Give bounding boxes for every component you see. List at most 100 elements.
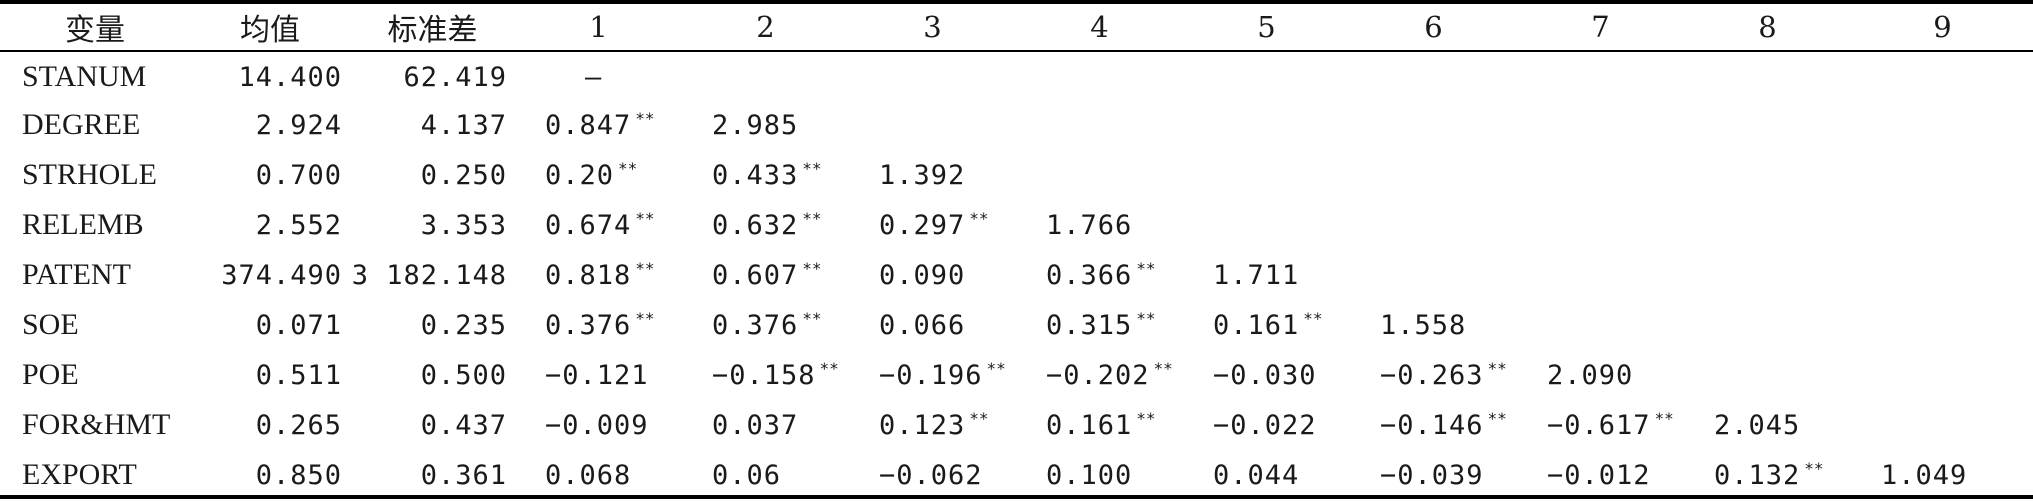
empty-cell [1016, 100, 1183, 150]
correlation-value: 1.558 [1380, 309, 1467, 341]
mean-value: 374.490 [221, 259, 342, 291]
significance-mark: ** [635, 209, 655, 228]
significance-mark: ** [819, 359, 839, 378]
significance-mark: ** [802, 309, 822, 328]
sd-value: 3.353 [420, 209, 507, 241]
column-header: 8 [1758, 10, 1777, 44]
correlation-table: 变量 均值 标准差 1 2 3 4 5 6 7 8 9 STANUM 14.400 62.419 — DEGR… [0, 4, 2033, 500]
mean-value: 0.071 [255, 309, 342, 341]
correlation-value: 1.392 [879, 159, 966, 191]
correlation-value: −0.121 [545, 359, 649, 391]
significance-mark: ** [1487, 359, 1507, 378]
significance-mark: ** [969, 409, 989, 428]
significance-mark: ** [635, 309, 655, 328]
correlation-cell: 2.090 [1517, 350, 1684, 400]
correlation-value: 0.132 [1714, 460, 1801, 491]
variable-name: RELEMB [22, 208, 144, 241]
empty-cell [1183, 200, 1350, 250]
empty-cell [1350, 50, 1517, 100]
significance-mark: ** [986, 359, 1006, 378]
correlation-cell: 1.558 [1350, 300, 1517, 350]
empty-cell [1350, 250, 1517, 300]
empty-cell [1684, 100, 1851, 150]
correlation-cell: −0.009 [515, 400, 682, 450]
correlation-cell: −0.121 [515, 350, 682, 400]
sd-value: 3 182.148 [351, 259, 507, 291]
table-row: SOE 0.071 0.235 0.376 ** 0.376 ** 0.066 0.315 ** 0… [0, 300, 2033, 350]
table-header-rule [0, 50, 2033, 52]
column-header: 3 [923, 10, 942, 44]
correlation-cell: −0.030 [1183, 350, 1350, 400]
correlation-value: 0.376 [545, 310, 632, 341]
correlation-cell: 0.100 [1016, 450, 1183, 500]
empty-cell [1684, 350, 1851, 400]
significance-mark: ** [969, 209, 989, 228]
correlation-cell: −0.022 [1183, 400, 1350, 450]
empty-cell [1684, 250, 1851, 300]
correlation-cell: 0.161 ** [1183, 300, 1350, 350]
mean-value: 0.511 [255, 359, 342, 391]
sd-value: 0.437 [420, 409, 507, 441]
correlation-cell: 0.376 ** [682, 300, 849, 350]
table-bottom-rule [0, 495, 2033, 499]
correlation-cell: 0.132 ** [1684, 450, 1851, 500]
empty-cell [1517, 150, 1684, 200]
column-header: 2 [756, 10, 775, 44]
correlation-cell: 2.045 [1684, 400, 1851, 450]
empty-cell [1851, 300, 2033, 350]
correlation-value: −0.158 [712, 360, 816, 391]
sd-value: 0.500 [420, 359, 507, 391]
correlation-cell: — [515, 50, 682, 100]
correlation-value: 0.366 [1046, 260, 1133, 291]
empty-cell [1684, 50, 1851, 100]
significance-mark: ** [1804, 459, 1824, 478]
significance-mark: ** [1654, 409, 1674, 428]
empty-cell [1851, 150, 2033, 200]
column-header: 9 [1933, 10, 1952, 44]
empty-cell [1851, 250, 2033, 300]
correlation-value: −0.617 [1547, 410, 1651, 441]
correlation-value: 0.847 [545, 110, 632, 141]
empty-cell [1183, 150, 1350, 200]
correlation-cell: −0.146 ** [1350, 400, 1517, 450]
correlation-cell: 1.049 [1851, 450, 2033, 500]
table-row: FOR&HMT 0.265 0.437 −0.009 0.037 0.123 ** 0.161… [0, 400, 2033, 450]
correlation-cell: 0.632 ** [682, 200, 849, 250]
correlation-value: 1.766 [1046, 209, 1133, 241]
table-row: STANUM 14.400 62.419 — [0, 50, 2033, 100]
correlation-cell: 0.297 ** [849, 200, 1016, 250]
correlation-cell: 0.366 ** [1016, 250, 1183, 300]
column-header: 1 [589, 10, 608, 44]
correlation-value: 2.045 [1714, 409, 1801, 441]
sd-value: 0.235 [420, 309, 507, 341]
sd-value: 0.361 [420, 459, 507, 491]
significance-mark: ** [802, 159, 822, 178]
correlation-cell: 0.376 ** [515, 300, 682, 350]
empty-cell [1016, 150, 1183, 200]
correlation-value: 0.068 [545, 459, 632, 491]
variable-name: EXPORT [22, 458, 137, 491]
correlation-cell: 0.066 [849, 300, 1016, 350]
correlation-cell: 2.985 [682, 100, 849, 150]
variable-name: PATENT [22, 258, 131, 291]
empty-cell [1016, 50, 1183, 100]
significance-mark: ** [1153, 359, 1173, 378]
significance-mark: ** [1303, 309, 1323, 328]
sd-value: 0.250 [420, 159, 507, 191]
column-header: 5 [1257, 10, 1276, 44]
correlation-value: −0.263 [1380, 360, 1484, 391]
mean-value: 0.700 [255, 159, 342, 191]
significance-mark: ** [1487, 409, 1507, 428]
correlation-cell: −0.196 ** [849, 350, 1016, 400]
empty-cell [1684, 300, 1851, 350]
correlation-value: 0.161 [1213, 310, 1300, 341]
correlation-value: 0.674 [545, 210, 632, 241]
empty-cell [682, 50, 849, 100]
correlation-cell: 1.392 [849, 150, 1016, 200]
correlation-value: −0.009 [545, 409, 649, 441]
variable-name: SOE [22, 308, 79, 341]
correlation-cell: 0.607 ** [682, 250, 849, 300]
correlation-value: 0.433 [712, 160, 799, 191]
mean-value: 2.924 [255, 109, 342, 141]
mean-value: 2.552 [255, 209, 342, 241]
